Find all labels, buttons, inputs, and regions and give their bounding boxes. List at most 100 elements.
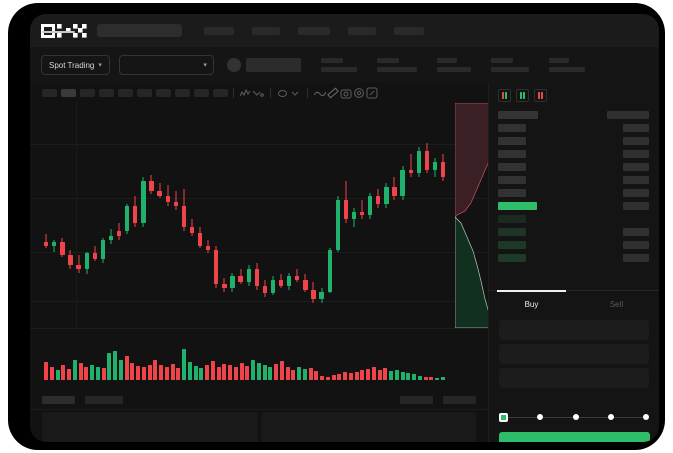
orderbook-ask-3[interactable]: [489, 160, 659, 173]
chart-gridline: [30, 251, 488, 253]
bottom-action-1[interactable]: [443, 395, 476, 404]
volume-bar-33: [233, 367, 238, 380]
submit-order-button[interactable]: [499, 432, 650, 442]
candle-25: [246, 103, 251, 328]
candle-29: [278, 103, 284, 328]
bottom-panel-right[interactable]: [260, 412, 476, 442]
bottom-tab-0[interactable]: [42, 395, 75, 404]
timeframe-6[interactable]: [156, 89, 171, 97]
orderbook-both-icon[interactable]: [498, 89, 511, 102]
volume-bar-7: [84, 367, 89, 380]
candle-17: [181, 103, 187, 328]
orderbook-bid-3-price: [498, 253, 526, 262]
orderbook-header[interactable]: [489, 108, 659, 121]
orderbook-bid-0[interactable]: [489, 212, 659, 225]
amount-stepper[interactable]: [489, 407, 659, 427]
trade-tab-sell[interactable]: Sell: [574, 291, 659, 318]
timeframe-4[interactable]: [118, 89, 133, 97]
orderbook-ask-1[interactable]: [489, 134, 659, 147]
stepper-dot-3[interactable]: [607, 414, 614, 420]
orderbook-rows[interactable]: [489, 106, 659, 264]
timeframe-7[interactable]: [175, 89, 190, 97]
candle-13: [149, 103, 154, 328]
settings-icon[interactable]: [352, 87, 365, 100]
pair-selector[interactable]: ▾: [118, 55, 214, 75]
candle-10: [125, 103, 130, 328]
orderbook-bid-1[interactable]: [489, 225, 659, 238]
timeframe-9[interactable]: [213, 89, 228, 97]
candle-48: [432, 103, 438, 328]
orderbook-ask-4[interactable]: [489, 173, 659, 186]
timeframe-1[interactable]: [61, 89, 76, 97]
bottom-action-0[interactable]: [400, 395, 433, 404]
bottom-tabs-right: [400, 395, 476, 404]
orderbook-ask-0[interactable]: [489, 121, 659, 134]
orderbook-highlight-row-amount: [623, 201, 649, 210]
orderbook-ask-2[interactable]: [489, 147, 659, 160]
volume-bar-45: [302, 368, 307, 380]
orderbook-bids-icon[interactable]: [516, 89, 529, 102]
chevron-down-icon: ▾: [203, 62, 207, 69]
timeframe-3[interactable]: [99, 89, 114, 97]
order-field-0[interactable]: [499, 320, 649, 340]
bottom-panel-left[interactable]: [42, 412, 258, 442]
nav-item-0[interactable]: [204, 26, 234, 35]
stepper-dot-0[interactable]: [499, 412, 508, 422]
orderbook-ask-5[interactable]: [489, 186, 659, 199]
orderbook-bid-2[interactable]: [489, 238, 659, 251]
logo-k-icon: [57, 23, 71, 38]
nav-item-1[interactable]: [252, 26, 280, 35]
stepper-dot-2[interactable]: [572, 414, 579, 420]
nav-item-4[interactable]: [394, 26, 424, 35]
search-input[interactable]: [97, 24, 182, 37]
volume-bar-10: [101, 368, 106, 380]
volume-bar-67: [429, 376, 434, 380]
timeframe-2[interactable]: [80, 89, 95, 97]
timeframe-0[interactable]: [42, 89, 57, 97]
drawing-tools-icon[interactable]: [276, 87, 289, 100]
orderbook-bid-1-price: [498, 227, 526, 236]
orderbook-asks-icon[interactable]: [534, 89, 547, 102]
orderbook-bid-3[interactable]: [489, 251, 659, 264]
candle-9: [116, 103, 122, 328]
candle-36: [335, 103, 340, 328]
order-field-2[interactable]: [499, 368, 649, 388]
bottom-tab-1[interactable]: [85, 395, 123, 404]
orderbook-ask-2-amount: [623, 149, 649, 158]
nav-item-3[interactable]: [348, 26, 376, 35]
orderbook-ask-3-amount: [623, 162, 649, 171]
volume-bar-53: [348, 373, 353, 380]
pair-name: [245, 58, 301, 72]
timeframe-5[interactable]: [137, 89, 152, 97]
orderbook-highlight-row[interactable]: [489, 199, 659, 212]
okx-logo[interactable]: [41, 23, 87, 38]
indicator-icon[interactable]: [239, 87, 252, 100]
market-stat-4: [548, 58, 585, 72]
toolbar-divider: [307, 88, 308, 98]
nav-item-2[interactable]: [298, 26, 330, 35]
candlestick-chart[interactable]: [30, 103, 488, 328]
stepper-dot-4[interactable]: [643, 414, 649, 420]
stepper-dot-1[interactable]: [537, 414, 544, 420]
volume-bar-5: [72, 359, 77, 380]
chart-type-icon[interactable]: [289, 87, 302, 100]
volume-bar-38: [262, 364, 267, 380]
active-tab-underline: [42, 31, 75, 33]
candle-37: [343, 103, 349, 328]
line-chart-icon[interactable]: [313, 87, 326, 100]
trade-tab-buy[interactable]: Buy: [489, 290, 574, 318]
fullscreen-icon[interactable]: [365, 87, 378, 100]
market-stat-value-0: [320, 67, 357, 72]
volume-bar-42: [285, 367, 290, 380]
camera-icon[interactable]: [339, 87, 352, 100]
candle-39: [359, 103, 365, 328]
order-field-1[interactable]: [499, 344, 649, 364]
volume-bar-28: [205, 364, 209, 380]
ruler-icon[interactable]: [326, 87, 339, 100]
volume-bar-56: [366, 368, 370, 380]
timeframe-8[interactable]: [194, 89, 209, 97]
compare-icon[interactable]: [252, 87, 265, 100]
market-type-select[interactable]: Spot Trading ▾: [41, 55, 110, 75]
orderbook-ask-5-amount: [623, 188, 649, 197]
candle-34: [319, 103, 324, 328]
